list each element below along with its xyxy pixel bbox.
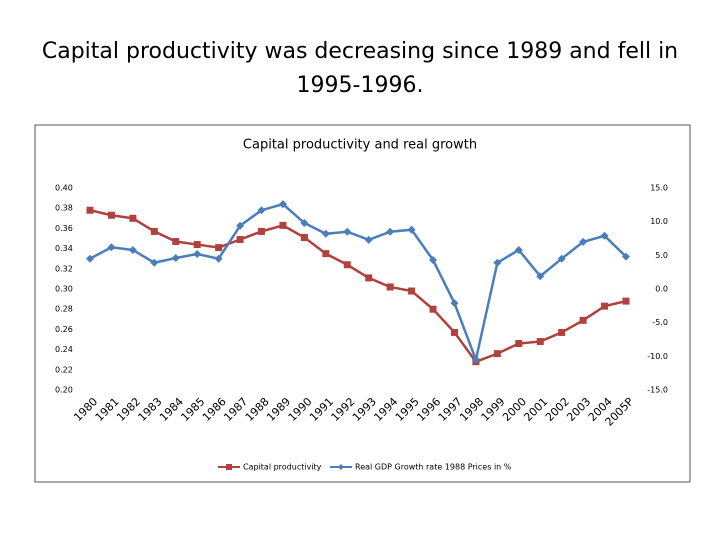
point-marker [171,254,180,263]
point-marker [129,214,137,222]
legend-marker [338,464,344,470]
point-marker [429,256,438,265]
point-marker [558,328,566,336]
point-marker [321,229,330,238]
point-marker [150,227,158,235]
y2-tick-label: 5.0 [655,251,668,260]
y-tick-label: 0.36 [55,224,73,233]
point-marker [128,245,137,254]
point-marker [429,305,437,313]
y-tick-label: 0.24 [55,345,73,354]
point-marker [536,338,544,346]
y-tick-label: 0.32 [55,264,73,273]
point-marker [172,238,180,246]
point-marker [386,283,394,291]
point-marker [579,316,587,324]
point-marker [515,340,523,348]
point-marker [215,244,223,252]
y2-tick-label: 15.0 [650,184,668,193]
point-marker [322,250,330,258]
y-tick-label: 0.22 [55,365,73,374]
point-marker [300,233,308,241]
point-marker [471,355,480,364]
point-marker [601,302,609,310]
point-marker [236,221,245,230]
point-marker [386,227,395,236]
point-marker [214,254,223,263]
point-marker [86,206,94,214]
point-marker [258,227,266,235]
point-marker [450,299,459,308]
series-line [89,209,627,364]
chart-title: Capital productivity and real growth [243,138,477,153]
slide-title-2: 1995-1996. [297,73,424,98]
point-marker [579,237,588,246]
legend-marker [226,464,232,470]
point-marker [557,254,566,263]
point-marker [300,219,309,228]
y2-tick-label: -10.0 [647,352,668,361]
point-marker [364,235,373,244]
point-marker [236,236,244,244]
y-tick-label: 0.40 [55,184,73,193]
point-marker [622,252,630,261]
point-marker [622,297,630,305]
point-marker [107,243,116,252]
point-marker [493,350,501,358]
point-marker [536,272,545,281]
point-marker [450,328,458,336]
y-tick-label: 0.38 [55,204,73,213]
point-marker [514,245,523,254]
point-marker [86,254,94,263]
point-marker [343,227,352,236]
point-marker [407,225,416,234]
point-marker [365,274,373,282]
legend-label: Real GDP Growth rate 1988 Prices in % [355,463,512,472]
point-marker [343,261,351,269]
point-marker [493,258,502,267]
y2-tick-label: -5.0 [652,318,668,327]
point-marker [257,206,266,215]
slide-title-1: Capital productivity was decreasing sinc… [42,39,678,64]
y-tick-label: 0.34 [55,244,73,253]
chart-frame [34,124,691,483]
point-marker [107,211,115,219]
series-line [89,202,627,365]
y-tick-label: 0.28 [55,305,73,314]
point-marker [600,231,609,240]
point-marker [279,221,287,229]
y-tick-label: 0.26 [55,325,73,334]
point-marker [193,241,201,249]
y-tick-label: 0.30 [55,285,73,294]
point-marker [408,287,416,295]
legend-label: Capital productivity [243,463,322,472]
y-tick-label: 0.20 [55,386,73,395]
point-marker [150,258,159,267]
y2-tick-label: 10.0 [650,217,668,226]
point-marker [193,249,202,258]
y2-tick-label: -15.0 [647,386,668,395]
y2-tick-label: 0.0 [655,285,668,294]
point-marker [278,200,287,209]
